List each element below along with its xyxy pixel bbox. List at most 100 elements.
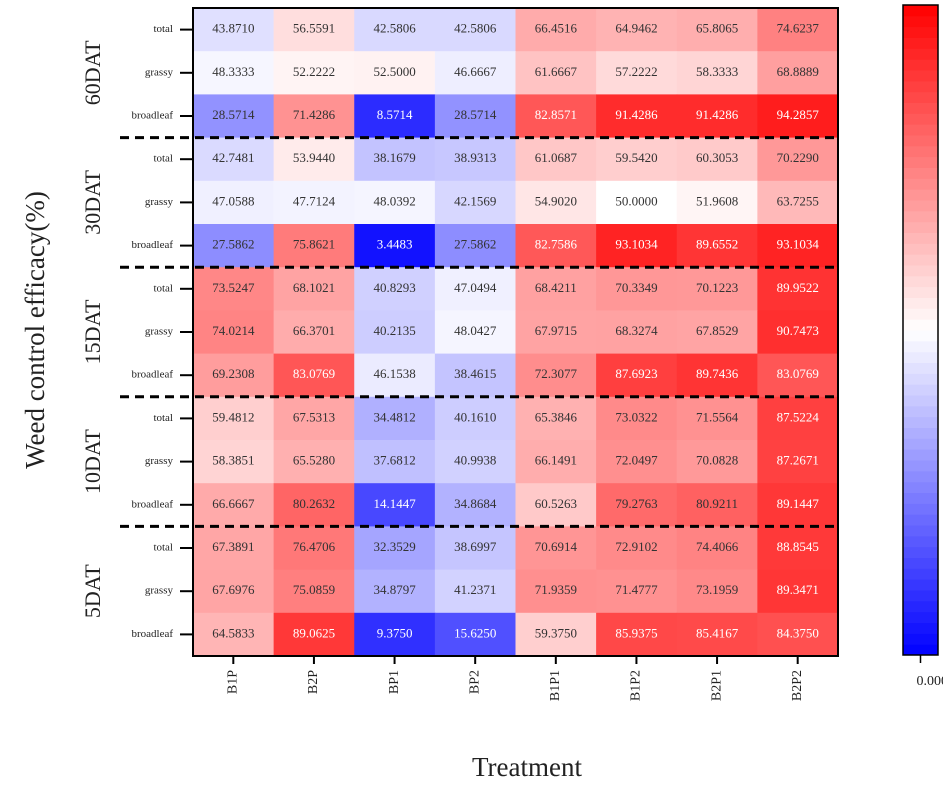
- cell-label: 74.6237: [777, 21, 820, 36]
- heatmap-cell: [354, 612, 436, 657]
- cell-label: 84.3750: [777, 625, 819, 640]
- cell-label: 67.9715: [535, 323, 577, 338]
- colorbar-band: [903, 37, 938, 49]
- cell-label: 70.6914: [535, 539, 578, 554]
- cell-label: 89.0625: [293, 625, 335, 640]
- heatmap-cell: [596, 483, 678, 527]
- heatmap-cell: [515, 353, 597, 398]
- cell-label: 48.0427: [454, 323, 497, 338]
- colorbar-band: [903, 243, 938, 255]
- cell-label: 71.4286: [293, 107, 336, 122]
- heatmap-cell: [757, 310, 839, 355]
- cell-label: 28.5714: [454, 107, 497, 122]
- cell-label: 42.5806: [373, 21, 416, 36]
- heatmap-cell: [596, 440, 678, 484]
- y-tick-label: grassy: [145, 326, 174, 338]
- y-tick-label: grassy: [145, 455, 174, 467]
- heatmap-cell: [354, 396, 436, 441]
- cell-label: 48.0392: [373, 193, 415, 208]
- colorbar-band: [903, 70, 938, 82]
- cell-label: 93.1034: [615, 237, 658, 252]
- heatmap-cell: [676, 310, 758, 355]
- cell-label: 14.1447: [373, 496, 416, 511]
- colorbar-band: [903, 395, 938, 407]
- heatmap-cell: [273, 51, 355, 95]
- heatmap-cell: [596, 310, 678, 355]
- colorbar-band: [903, 492, 938, 504]
- heatmap-cell: [434, 440, 516, 484]
- colorbar-band: [903, 135, 938, 147]
- cell-label: 32.3529: [373, 539, 415, 554]
- heatmap-cell: [193, 224, 275, 268]
- heatmap-cell: [354, 180, 436, 225]
- heatmap-cell: [193, 612, 275, 657]
- cell-label: 74.4066: [696, 539, 739, 554]
- cell-label: 74.0214: [212, 323, 255, 338]
- heatmap-cell: [193, 267, 275, 311]
- y-tick-label: total: [153, 153, 173, 165]
- cell-label: 52.2222: [293, 64, 335, 79]
- row-group-label: 60DAT: [80, 40, 105, 105]
- colorbar-band: [903, 633, 938, 645]
- colorbar-band: [903, 102, 938, 114]
- cell-label: 89.6552: [696, 237, 738, 252]
- y-tick-label: grassy: [145, 196, 174, 208]
- heatmap-cell: [676, 612, 758, 657]
- heatmap-cell: [757, 94, 839, 139]
- heatmap-cell: [596, 353, 678, 398]
- heatmap-cell: [676, 224, 758, 268]
- heatmap-cell: [273, 137, 355, 182]
- heatmap-cell: [434, 396, 516, 441]
- colorbar-band: [903, 48, 938, 60]
- heatmap-cell: [273, 267, 355, 311]
- cell-label: 66.3701: [293, 323, 335, 338]
- heatmap-cell: [757, 353, 839, 398]
- heatmap-cell: [596, 51, 678, 95]
- heatmap-cell: [676, 51, 758, 95]
- heatmap-cell: [596, 94, 678, 139]
- heatmap-cell: [193, 51, 275, 95]
- y-tick-label: broadleaf: [131, 110, 173, 122]
- heatmap-cell: [757, 267, 839, 311]
- colorbar-band: [903, 590, 938, 602]
- colorbar-band: [903, 254, 938, 266]
- cell-label: 38.9313: [454, 150, 496, 165]
- cell-label: 85.4167: [696, 625, 739, 640]
- heatmap-cell: [757, 440, 839, 484]
- cell-label: 66.6667: [212, 496, 255, 511]
- colorbar-band: [903, 449, 938, 461]
- cell-label: 27.5862: [454, 237, 496, 252]
- heatmap-cell: [596, 224, 678, 268]
- cell-label: 91.4286: [615, 107, 658, 122]
- cell-label: 80.2632: [293, 496, 335, 511]
- heatmap-cell: [757, 526, 839, 571]
- cell-label: 8.5714: [377, 107, 413, 122]
- cell-label: 42.1569: [454, 193, 496, 208]
- cell-label: 67.5313: [293, 409, 335, 424]
- colorbar-band: [903, 438, 938, 450]
- heatmap-cell: [676, 440, 758, 484]
- colorbar-band: [903, 210, 938, 223]
- cell-label: 72.9102: [615, 539, 657, 554]
- heatmap-cell: [596, 267, 678, 311]
- cell-label: 68.4211: [535, 280, 577, 295]
- cell-label: 64.9462: [615, 21, 657, 36]
- cell-label: 3.4483: [377, 237, 413, 252]
- colorbar-tick-label: 0.000: [917, 674, 943, 689]
- heatmap-cell: [757, 396, 839, 441]
- heatmap-cell: [676, 353, 758, 398]
- cell-label: 89.1447: [777, 496, 820, 511]
- x-axis-title: Treatment: [472, 752, 582, 782]
- colorbar-band: [903, 91, 938, 103]
- x-tick-label: B1P1: [548, 670, 563, 701]
- heatmap-cell: [434, 94, 516, 139]
- heatmap-cell: [515, 440, 597, 484]
- colorbar-band: [903, 460, 938, 472]
- cell-label: 43.8710: [212, 21, 254, 36]
- heatmap-cell: [515, 612, 597, 657]
- cell-label: 60.5263: [535, 496, 577, 511]
- y-tick-label: total: [153, 542, 173, 554]
- heatmap-cell: [515, 526, 597, 571]
- colorbar-band: [903, 26, 938, 38]
